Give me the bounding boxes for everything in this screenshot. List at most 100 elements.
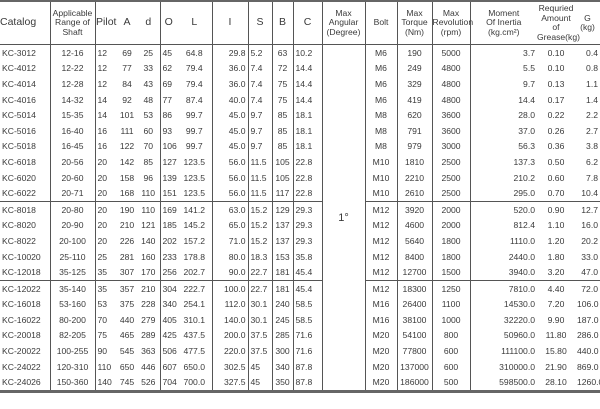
cell-revolution: 2500 <box>431 154 470 170</box>
cell-s: 11.5 <box>247 169 272 186</box>
cell-pilot: 53 <box>94 296 117 313</box>
cell-inertia: 56.3 <box>469 138 537 155</box>
cell-g: 20.2 <box>581 235 598 246</box>
cell-g: 0.4 <box>586 47 598 58</box>
header-a: A <box>117 1 137 45</box>
cell-torque: 2610 <box>396 185 432 202</box>
cell-l: 700.0 <box>183 377 205 388</box>
cell-bolt: M20 <box>364 358 397 375</box>
cell-o: 607 <box>159 358 177 375</box>
cell-bolt: M16 <box>364 312 397 328</box>
cell-grease: 0.50 <box>547 156 565 167</box>
table-row: KC-4012 12-22 12 77 33 62 79.4 36.0 7.4 72 14.4 M6 2… <box>0 60 600 77</box>
cell-grease: 28.10 <box>545 377 567 388</box>
cell-range: 20-100 <box>49 233 95 249</box>
cell-pilot: 90 <box>94 343 117 359</box>
cell-b: 350 <box>271 374 293 392</box>
table-row: KC-4014 12-28 12 84 43 69 79.4 36.0 7.4 75 14.4 M6 3… <box>0 76 600 92</box>
cell-grease: 3.20 <box>547 267 565 278</box>
cell-o: 127 <box>159 154 177 170</box>
cell-l: 222.7 <box>177 279 212 297</box>
cell-revolution: 2500 <box>431 185 470 202</box>
cell-grease: 11.80 <box>545 330 567 341</box>
cell-c: 45.4 <box>292 264 322 281</box>
cell-g: 72.0 <box>575 279 600 297</box>
cell-inertia: 3.7 <box>469 44 537 61</box>
cell-d: 210 <box>137 279 160 297</box>
cell-bolt: M20 <box>364 374 397 392</box>
cell-grease: 0.10 <box>547 47 565 58</box>
cell-i: 36.0 <box>211 76 248 92</box>
cell-torque: 4600 <box>396 217 432 234</box>
header-grease: Requried Amount of Grease(kg) <box>537 1 580 45</box>
cell-range: 150-360 <box>49 374 95 392</box>
cell-l: 310.1 <box>183 314 205 325</box>
cell-s: 7.4 <box>247 60 272 77</box>
cell-inertia: 9.7 <box>469 76 537 92</box>
cell-range: 20-80 <box>49 200 95 218</box>
cell-pilot: 20 <box>94 185 117 202</box>
cell-range: 20-56 <box>49 154 95 170</box>
cell-o: 704 <box>159 374 177 392</box>
cell-s: 15.2 <box>247 217 272 234</box>
cell-pilot: 12 <box>94 44 117 61</box>
cell-range: 35-140 <box>49 279 95 297</box>
cell-range: 16-45 <box>49 138 95 155</box>
cell-b: 129 <box>271 200 293 218</box>
cell-s: 11.5 <box>247 185 272 202</box>
cell-catalog: KC-10020 <box>2 251 41 262</box>
cell-s: 7.4 <box>247 91 272 108</box>
cell-grease: 0.17 <box>547 94 565 105</box>
table-row: KC-5018 16-45 16 122 70 106 99.7 45.0 9.7 85 18.1 M… <box>0 138 600 155</box>
cell-a: 307 <box>119 267 135 278</box>
cell-catalog: KC-5018 <box>2 141 36 152</box>
cell-d: 170 <box>141 267 156 278</box>
cell-a: 545 <box>119 346 135 357</box>
cell-bolt: M12 <box>364 200 397 218</box>
cell-s: 37.5 <box>247 327 272 344</box>
cell-inertia: 50960.0 <box>469 327 537 344</box>
header-pilot: Pilot <box>94 1 117 45</box>
cell-a: 440 <box>119 314 135 325</box>
cell-a: 650 <box>119 361 135 372</box>
cell-i: 140.0 <box>211 312 248 328</box>
cell-s: 45 <box>247 358 272 375</box>
cell-i: 65.0 <box>211 217 248 234</box>
cell-b: 137 <box>271 233 293 249</box>
cell-range: 82-205 <box>49 327 95 344</box>
cell-inertia: 812.4 <box>469 217 537 234</box>
cell-torque: 137000 <box>396 358 432 375</box>
cell-range: 15-35 <box>49 107 95 123</box>
cell-inertia: 5.5 <box>469 60 537 77</box>
cell-c: 29.3 <box>292 200 322 218</box>
cell-o: 106 <box>159 138 177 155</box>
cell-grease: 1.10 <box>547 220 565 231</box>
cell-a: 77 <box>122 63 132 74</box>
cell-inertia: 32220.0 <box>469 312 537 328</box>
cell-pilot: 35 <box>94 264 117 281</box>
cell-o: 304 <box>159 279 177 297</box>
cell-l: 178.8 <box>183 251 205 262</box>
table-row: KC-6022 20-71 20 168 110 151 123.5 56.0 11.5 117 2… <box>0 185 600 202</box>
cell-torque: 186000 <box>396 374 432 392</box>
cell-range: 20-60 <box>49 169 95 186</box>
table-row: KC-3012 12-16 12 69 25 45 64.8 29.8 5.2 63 10.2 1° M… <box>0 44 600 392</box>
cell-g: 7.8 <box>586 172 598 183</box>
cell-a: 745 <box>119 377 135 388</box>
cell-revolution: 5000 <box>431 44 470 61</box>
cell-o: 169 <box>159 200 177 218</box>
cell-b: 85 <box>271 122 293 139</box>
cell-revolution: 600 <box>431 358 470 375</box>
cell-catalog: KC-12018 <box>2 267 41 278</box>
cell-revolution: 1100 <box>431 296 470 313</box>
cell-i: 112.0 <box>211 296 248 313</box>
cell-pilot: 20 <box>94 154 117 170</box>
cell-d: 25 <box>143 47 154 58</box>
cell-c: 14.4 <box>292 91 322 108</box>
cell-inertia: 295.0 <box>469 185 537 202</box>
cell-d: 48 <box>143 94 154 105</box>
header-inertia: Moment Of Inertia (kg.cm²) <box>469 1 537 45</box>
cell-o: 139 <box>159 169 177 186</box>
cell-torque: 419 <box>396 91 432 108</box>
table-row: KC-20022 100-255 90 545 363 506 477.5 220.0 37.5… <box>0 343 600 359</box>
